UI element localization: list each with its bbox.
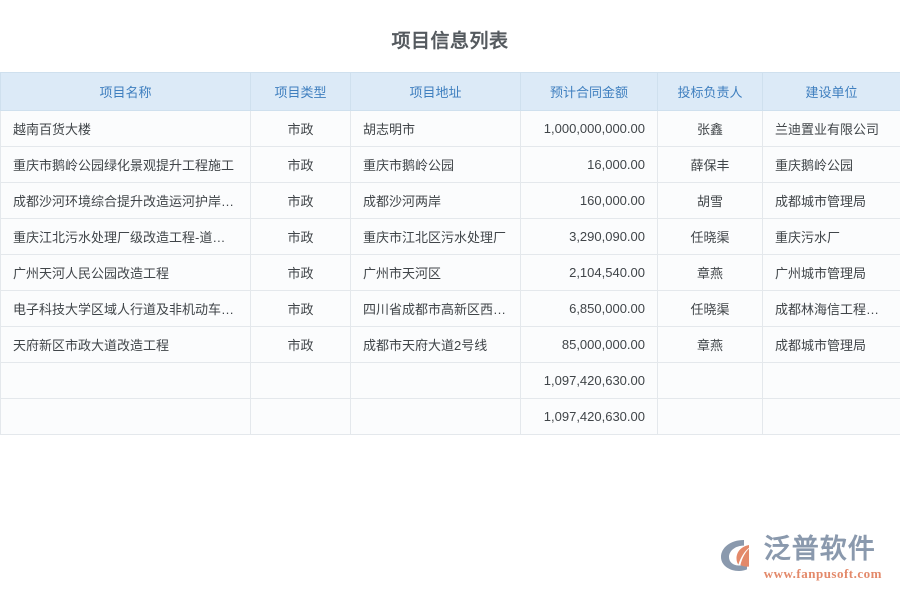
cell-construction-unit: 成都城市管理局 — [762, 326, 900, 363]
cell-project-type: 市政 — [250, 110, 351, 147]
cell-contract-amount: 85,000,000.00 — [520, 326, 658, 363]
logo-company-name: 泛普软件 — [763, 534, 876, 564]
table-row[interactable]: 电子科技大学区域人行道及非机动车… 市政 四川省成都市高新区西… 6,850,0… — [0, 290, 900, 327]
cell-project-address: 胡志明市 — [350, 110, 521, 147]
table-total-row: 1,097,420,630.00 — [0, 398, 900, 435]
cell-bid-manager — [657, 362, 763, 399]
cell-construction-unit: 成都城市管理局 — [762, 182, 900, 219]
column-header-project-type[interactable]: 项目类型 — [250, 72, 351, 111]
cell-project-address — [350, 398, 521, 435]
cell-construction-unit — [762, 398, 900, 435]
cell-project-name: 广州天河人民公园改造工程 — [0, 254, 251, 291]
project-info-table: 项目名称 项目类型 项目地址 预计合同金额 投标负责人 建设单位 越南百货大楼 … — [0, 72, 900, 435]
cell-project-address: 重庆市鹅岭公园 — [350, 146, 521, 183]
cell-project-type: 市政 — [250, 290, 351, 327]
table-body: 越南百货大楼 市政 胡志明市 1,000,000,000.00 张鑫 兰迪置业有… — [0, 110, 900, 435]
cell-contract-amount: 1,000,000,000.00 — [520, 110, 658, 147]
column-header-project-address[interactable]: 项目地址 — [350, 72, 521, 111]
column-header-contract-amount[interactable]: 预计合同金额 — [520, 72, 658, 111]
cell-project-name: 天府新区市政大道改造工程 — [0, 326, 251, 363]
cell-construction-unit: 兰迪置业有限公司 — [762, 110, 900, 147]
cell-project-address: 四川省成都市高新区西… — [350, 290, 521, 327]
cell-bid-manager[interactable]: 章燕 — [657, 326, 763, 363]
logo-website-url: www.fanpusoft.com — [763, 566, 882, 581]
cell-bid-manager — [657, 398, 763, 435]
cell-project-name: 越南百货大楼 — [0, 110, 251, 147]
table-row[interactable]: 重庆江北污水处理厂级改造工程-道路… 市政 重庆市江北区污水处理厂 3,290,… — [0, 218, 900, 255]
table-subtotal-row: 1,097,420,630.00 — [0, 362, 900, 399]
cell-project-name: 电子科技大学区域人行道及非机动车… — [0, 290, 251, 327]
cell-project-name: 重庆江北污水处理厂级改造工程-道路… — [0, 218, 251, 255]
cell-construction-unit: 广州城市管理局 — [762, 254, 900, 291]
cell-contract-amount: 2,104,540.00 — [520, 254, 658, 291]
cell-contract-amount: 3,290,090.00 — [520, 218, 658, 255]
column-header-bid-manager[interactable]: 投标负责人 — [657, 72, 763, 111]
cell-project-type — [250, 398, 351, 435]
column-header-construction-unit[interactable]: 建设单位 — [762, 72, 900, 111]
cell-contract-amount: 16,000.00 — [520, 146, 658, 183]
cell-bid-manager[interactable]: 章燕 — [657, 254, 763, 291]
cell-bid-manager[interactable]: 任晓渠 — [657, 290, 763, 327]
cell-contract-amount: 160,000.00 — [520, 182, 658, 219]
cell-project-address: 广州市天河区 — [350, 254, 521, 291]
cell-construction-unit: 成都林海信工程… — [762, 290, 900, 327]
cell-project-type: 市政 — [250, 254, 351, 291]
page-title: 项目信息列表 — [391, 31, 509, 52]
table-header: 项目名称 项目类型 项目地址 预计合同金额 投标负责人 建设单位 — [0, 72, 900, 111]
cell-project-name — [0, 398, 251, 435]
cell-bid-manager[interactable]: 薛保丰 — [657, 146, 763, 183]
cell-project-name — [0, 362, 251, 399]
table-row[interactable]: 天府新区市政大道改造工程 市政 成都市天府大道2号线 85,000,000.00… — [0, 326, 900, 363]
cell-project-type: 市政 — [250, 146, 351, 183]
table-row[interactable]: 成都沙河环境综合提升改造运河护岸… 市政 成都沙河两岸 160,000.00 胡… — [0, 182, 900, 219]
cell-bid-manager[interactable]: 张鑫 — [657, 110, 763, 147]
cell-project-type — [250, 362, 351, 399]
cell-project-type: 市政 — [250, 182, 351, 219]
cell-project-address: 重庆市江北区污水处理厂 — [350, 218, 521, 255]
table-header-row: 项目名称 项目类型 项目地址 预计合同金额 投标负责人 建设单位 — [0, 72, 900, 111]
cell-project-type: 市政 — [250, 218, 351, 255]
cell-project-address — [350, 362, 521, 399]
cell-bid-manager[interactable]: 任晓渠 — [657, 218, 763, 255]
cell-project-address: 成都市天府大道2号线 — [350, 326, 521, 363]
logo-text-block: 泛普软件 www.fanpusoft.com — [764, 536, 882, 582]
table-row[interactable]: 重庆市鹅岭公园绿化景观提升工程施工 市政 重庆市鹅岭公园 16,000.00 薛… — [0, 146, 900, 183]
cell-project-address: 成都沙河两岸 — [350, 182, 521, 219]
table-row[interactable]: 广州天河人民公园改造工程 市政 广州市天河区 2,104,540.00 章燕 广… — [0, 254, 900, 291]
cell-project-name: 成都沙河环境综合提升改造运河护岸… — [0, 182, 251, 219]
cell-subtotal-amount: 1,097,420,630.00 — [520, 362, 658, 399]
fanpu-logo-icon — [718, 536, 758, 574]
cell-contract-amount: 6,850,000.00 — [520, 290, 658, 327]
cell-project-name: 重庆市鹅岭公园绿化景观提升工程施工 — [0, 146, 251, 183]
table-row[interactable]: 越南百货大楼 市政 胡志明市 1,000,000,000.00 张鑫 兰迪置业有… — [0, 110, 900, 147]
cell-construction-unit: 重庆污水厂 — [762, 218, 900, 255]
column-header-project-name[interactable]: 项目名称 — [0, 72, 251, 111]
cell-bid-manager[interactable]: 胡雪 — [657, 182, 763, 219]
project-table-container: 项目名称 项目类型 项目地址 预计合同金额 投标负责人 建设单位 越南百货大楼 … — [0, 72, 900, 435]
cell-project-type: 市政 — [250, 326, 351, 363]
brand-logo: 泛普软件 www.fanpusoft.com — [718, 536, 882, 582]
cell-total-amount: 1,097,420,630.00 — [520, 398, 658, 435]
cell-construction-unit: 重庆鹅岭公园 — [762, 146, 900, 183]
cell-construction-unit — [762, 362, 900, 399]
